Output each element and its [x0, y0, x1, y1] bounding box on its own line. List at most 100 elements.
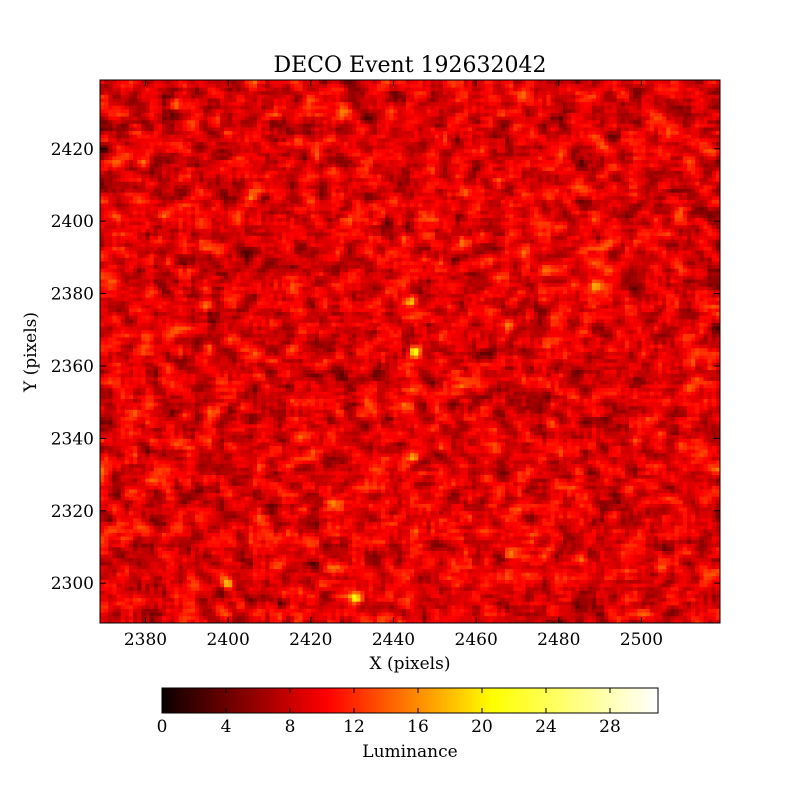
- heatmap-cell: [298, 547, 303, 551]
- heatmap-cell: [654, 561, 659, 565]
- heatmap-cell: [546, 507, 551, 511]
- heatmap-cell: [315, 590, 320, 594]
- heatmap-cell: [166, 609, 171, 613]
- heatmap-cell: [542, 590, 547, 594]
- heatmap-cell: [402, 507, 407, 511]
- heatmap-cell: [269, 605, 274, 609]
- heatmap-cell: [650, 590, 655, 594]
- heatmap-cell: [546, 580, 551, 584]
- heatmap-cell: [629, 507, 634, 511]
- heatmap-cell: [555, 612, 560, 616]
- heatmap-cell: [650, 594, 655, 598]
- heatmap-cell: [592, 572, 597, 576]
- heatmap-cell: [691, 609, 696, 613]
- heatmap-cell: [298, 522, 303, 526]
- heatmap-cell: [654, 522, 659, 526]
- heatmap-cell: [286, 561, 291, 565]
- heatmap-cell: [608, 569, 613, 573]
- heatmap-cell: [695, 572, 700, 576]
- heatmap-cell: [319, 511, 324, 515]
- heatmap-cell: [340, 601, 345, 605]
- heatmap-cell: [567, 580, 572, 584]
- heatmap-cell: [360, 529, 365, 533]
- heatmap-cell: [100, 536, 105, 540]
- heatmap-cell: [670, 587, 675, 591]
- heatmap-cell: [154, 561, 159, 565]
- heatmap-cell: [356, 504, 361, 508]
- heatmap-cell: [241, 572, 246, 576]
- heatmap-cell: [654, 536, 659, 540]
- heatmap-cell: [228, 561, 233, 565]
- heatmap-cell: [567, 547, 572, 551]
- heatmap-cell: [137, 616, 142, 620]
- heatmap-cell: [650, 536, 655, 540]
- heatmap-cell: [191, 580, 196, 584]
- heatmap-cell: [637, 514, 642, 518]
- heatmap-cell: [241, 598, 246, 602]
- heatmap-cell: [121, 558, 126, 562]
- heatmap-cell: [592, 525, 597, 529]
- heatmap-cell: [241, 529, 246, 533]
- heatmap-cell: [472, 504, 477, 508]
- heatmap-cell: [617, 598, 622, 602]
- heatmap-cell: [683, 558, 688, 562]
- heatmap-cell: [331, 605, 336, 609]
- heatmap-cell: [269, 547, 274, 551]
- heatmap-cell: [683, 554, 688, 558]
- heatmap-cell: [497, 533, 502, 537]
- heatmap-cell: [216, 533, 221, 537]
- heatmap-cell: [427, 518, 432, 522]
- heatmap-cell: [212, 572, 217, 576]
- heatmap-cell: [282, 500, 287, 504]
- heatmap-cell: [282, 533, 287, 537]
- heatmap-cell: [551, 569, 556, 573]
- heatmap-cell: [373, 558, 378, 562]
- heatmap-cell: [410, 540, 415, 544]
- heatmap-cell: [501, 554, 506, 558]
- heatmap-cell: [203, 605, 208, 609]
- heatmap-cell: [538, 587, 543, 591]
- heatmap-cell: [641, 536, 646, 540]
- heatmap-cell: [112, 529, 117, 533]
- heatmap-cell: [650, 601, 655, 605]
- heatmap-cell: [687, 540, 692, 544]
- heatmap-cell: [241, 533, 246, 537]
- heatmap-cell: [712, 543, 717, 547]
- heatmap-cell: [451, 598, 456, 602]
- heatmap-cell: [402, 580, 407, 584]
- heatmap-cell: [352, 609, 357, 613]
- heatmap-cell: [352, 594, 357, 598]
- heatmap-cell: [373, 590, 378, 594]
- heatmap-cell: [439, 504, 444, 508]
- heatmap-cell: [517, 536, 522, 540]
- heatmap-cell: [389, 605, 394, 609]
- heatmap-cell: [604, 504, 609, 508]
- heatmap-cell: [187, 590, 192, 594]
- heatmap-cell: [712, 569, 717, 573]
- heatmap-cell: [224, 511, 229, 515]
- heatmap-cell: [592, 514, 597, 518]
- heatmap-cell: [513, 514, 518, 518]
- heatmap-cell: [340, 612, 345, 616]
- heatmap-cell: [311, 587, 316, 591]
- heatmap-cell: [191, 540, 196, 544]
- heatmap-cell: [274, 547, 279, 551]
- heatmap-cell: [278, 609, 283, 613]
- heatmap-cell: [290, 598, 295, 602]
- heatmap-cell: [613, 514, 618, 518]
- heatmap-cell: [522, 547, 527, 551]
- heatmap-cell: [154, 580, 159, 584]
- heatmap-cell: [617, 583, 622, 587]
- heatmap-cell: [323, 554, 328, 558]
- heatmap-cell: [497, 609, 502, 613]
- heatmap-cell: [303, 598, 308, 602]
- heatmap-cell: [567, 612, 572, 616]
- heatmap-cell: [654, 598, 659, 602]
- heatmap-cell: [187, 540, 192, 544]
- heatmap-cell: [307, 558, 312, 562]
- heatmap-cell: [393, 587, 398, 591]
- heatmap-cell: [567, 533, 572, 537]
- heatmap-cell: [625, 551, 630, 555]
- heatmap-cell: [579, 598, 584, 602]
- heatmap-cell: [505, 507, 510, 511]
